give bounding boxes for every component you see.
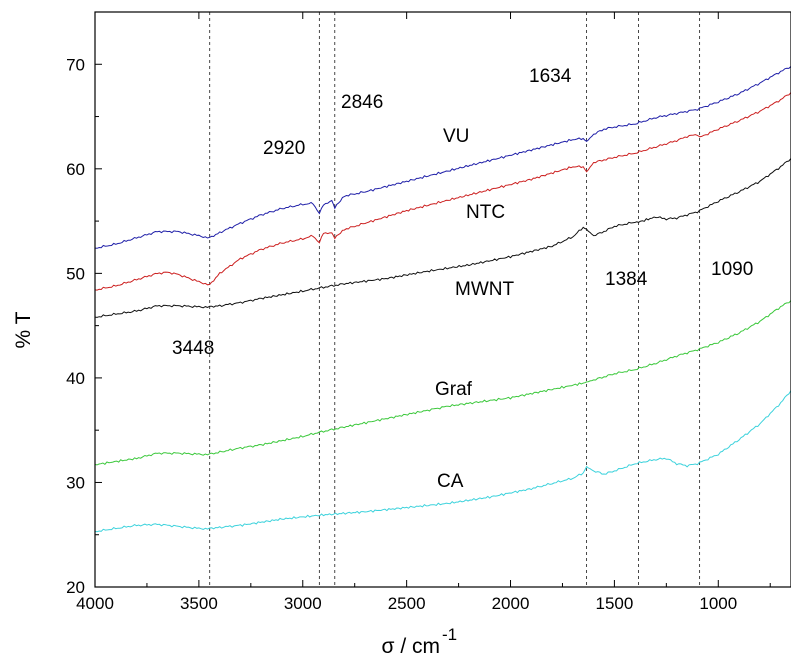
y-tick-label-40: 40 xyxy=(66,369,85,388)
series-ntc xyxy=(94,92,791,291)
x-tick-label-1000: 1000 xyxy=(699,594,737,613)
annotation-1384: 1384 xyxy=(605,269,648,290)
series-vu xyxy=(94,66,791,249)
label-ca: CA xyxy=(437,471,464,492)
annotation-1090: 1090 xyxy=(711,259,753,280)
plot-frame xyxy=(94,11,791,588)
y-tick-label-70: 70 xyxy=(66,55,85,74)
y-axis-label: % T xyxy=(12,311,35,348)
label-graf: Graf xyxy=(435,379,473,400)
series-ca xyxy=(94,390,791,533)
y-tick-label-30: 30 xyxy=(66,473,85,492)
x-tick-label-1500: 1500 xyxy=(595,594,633,613)
x-axis-label-superscript: -1 xyxy=(442,625,457,644)
x-tick-label-4000: 4000 xyxy=(76,594,114,613)
label-ntc: NTC xyxy=(466,202,505,223)
series-graf xyxy=(94,300,791,466)
x-tick-label-2500: 2500 xyxy=(388,594,426,613)
y-tick-label-60: 60 xyxy=(66,160,85,179)
x-tick-label-2000: 2000 xyxy=(492,594,530,613)
series-mwnt xyxy=(94,158,791,318)
x-axis-label: σ / cm xyxy=(382,635,440,658)
annotation-3448: 3448 xyxy=(172,338,214,359)
axis-ticks: 4000 3500 3000 2500 2000 1500 1000 20 30 40 50 60 70 xyxy=(66,12,771,613)
annotation-2920: 2920 xyxy=(263,138,305,159)
x-tick-label-3000: 3000 xyxy=(284,594,322,613)
spectra-series xyxy=(94,66,791,533)
y-tick-label-50: 50 xyxy=(66,264,85,283)
label-mwnt: MWNT xyxy=(455,279,514,300)
y-tick-label-20: 20 xyxy=(66,578,85,597)
x-tick-label-3500: 3500 xyxy=(180,594,218,613)
label-vu: VU xyxy=(443,126,469,147)
annotation-1634: 1634 xyxy=(529,66,572,87)
annotation-2846: 2846 xyxy=(341,92,383,113)
